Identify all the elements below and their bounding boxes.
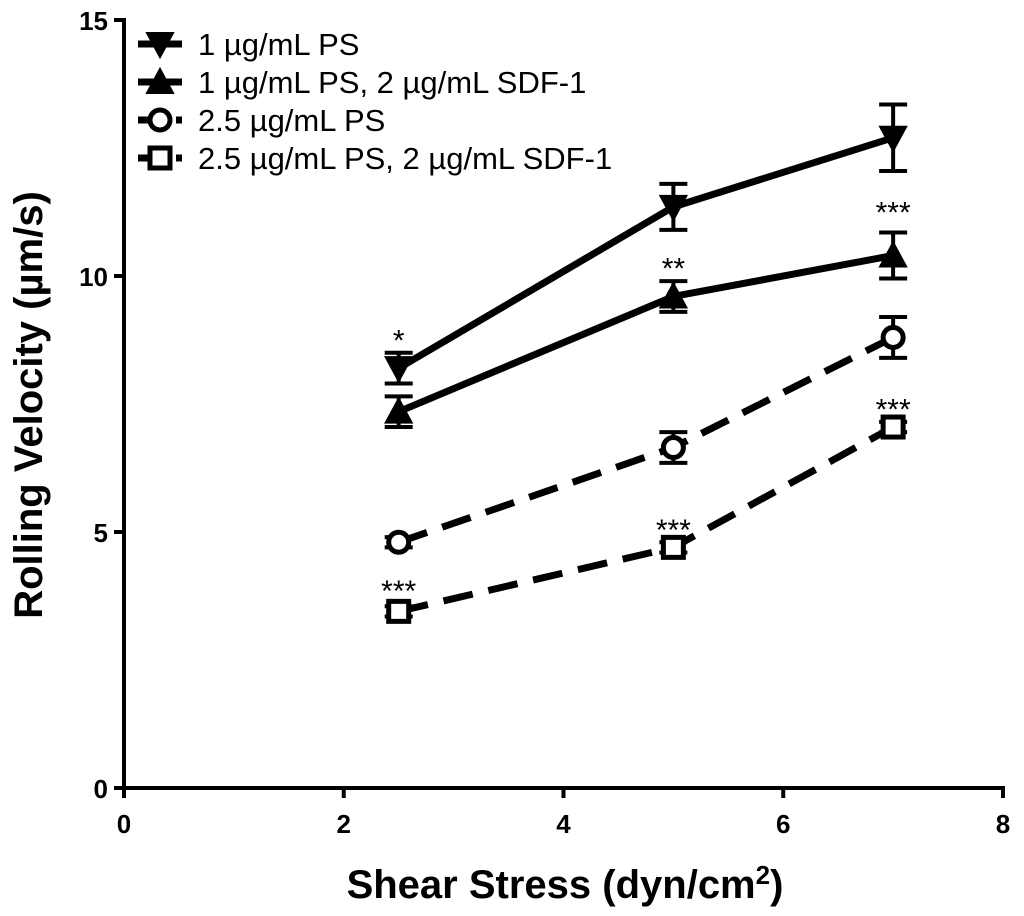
significance-marker: ***	[656, 514, 691, 547]
data-point	[878, 240, 908, 268]
y-tick-label: 15	[79, 6, 108, 36]
data-point	[386, 598, 412, 624]
data-point	[384, 356, 414, 384]
significance-marker: ***	[381, 575, 416, 608]
legend-item: 2.5 µg/mL PS	[138, 103, 385, 138]
legend-label: 2.5 µg/mL PS	[198, 103, 385, 138]
x-tick-label: 8	[996, 809, 1010, 839]
significance-marker: *	[393, 324, 405, 357]
x-tick-label: 6	[776, 809, 790, 839]
legend-marker	[147, 145, 173, 171]
legend-label: 2.5 µg/mL PS, 2 µg/mL SDF-1	[198, 141, 612, 176]
x-axis-title: Shear Stress (dyn/cm2)	[347, 860, 784, 907]
data-point	[660, 435, 686, 461]
axis-titles: Shear Stress (dyn/cm2) Rolling Velocity …	[7, 191, 783, 907]
legend-item: 1 µg/mL PS, 2 µg/mL SDF-1	[138, 65, 586, 100]
x-tick-label: 0	[117, 809, 131, 839]
significance-marker: **	[662, 253, 686, 286]
data-point	[658, 194, 689, 222]
data-point	[880, 414, 906, 440]
series-1	[384, 102, 908, 386]
y-tick-label: 5	[94, 518, 108, 548]
legend-marker	[147, 107, 173, 133]
significance-marker: ***	[876, 393, 911, 426]
annotations: ***************	[381, 196, 911, 608]
data-point	[386, 529, 412, 555]
series-line	[397, 252, 894, 415]
legend-marker	[145, 32, 175, 60]
legend-item: 2.5 µg/mL PS, 2 µg/mL SDF-1	[138, 141, 612, 176]
legend: 1 µg/mL PS1 µg/mL PS, 2 µg/mL SDF-12.5 µ…	[138, 27, 612, 176]
legend-label: 1 µg/mL PS	[198, 27, 359, 62]
y-axis-title: Rolling Velocity (µm/s)	[7, 191, 51, 619]
x-tick-label: 2	[337, 809, 351, 839]
series-3	[384, 314, 908, 555]
data-point	[658, 281, 689, 309]
data-point	[384, 396, 414, 424]
x-axis-title-main: Shear Stress (dyn/cm	[347, 863, 756, 907]
legend-item: 1 µg/mL PS	[138, 27, 359, 62]
legend-marker	[145, 66, 175, 94]
series-line	[397, 423, 895, 615]
x-tick-label: 4	[556, 809, 571, 839]
series-2	[384, 230, 908, 430]
y-tick-label: 0	[94, 774, 108, 804]
x-axis-title-close: )	[770, 863, 783, 907]
data-point	[660, 534, 686, 560]
series-4	[384, 414, 908, 624]
series-layer	[384, 102, 908, 624]
series-line	[397, 334, 895, 546]
data-point	[880, 324, 906, 350]
significance-marker: ***	[876, 196, 911, 229]
data-point	[878, 125, 908, 153]
x-axis-title-superscript: 2	[756, 860, 770, 890]
legend-label: 1 µg/mL PS, 2 µg/mL SDF-1	[198, 65, 586, 100]
axes: 0 2 4 6 8 0 5 10 15	[79, 6, 1010, 839]
y-tick-label: 10	[79, 262, 108, 292]
